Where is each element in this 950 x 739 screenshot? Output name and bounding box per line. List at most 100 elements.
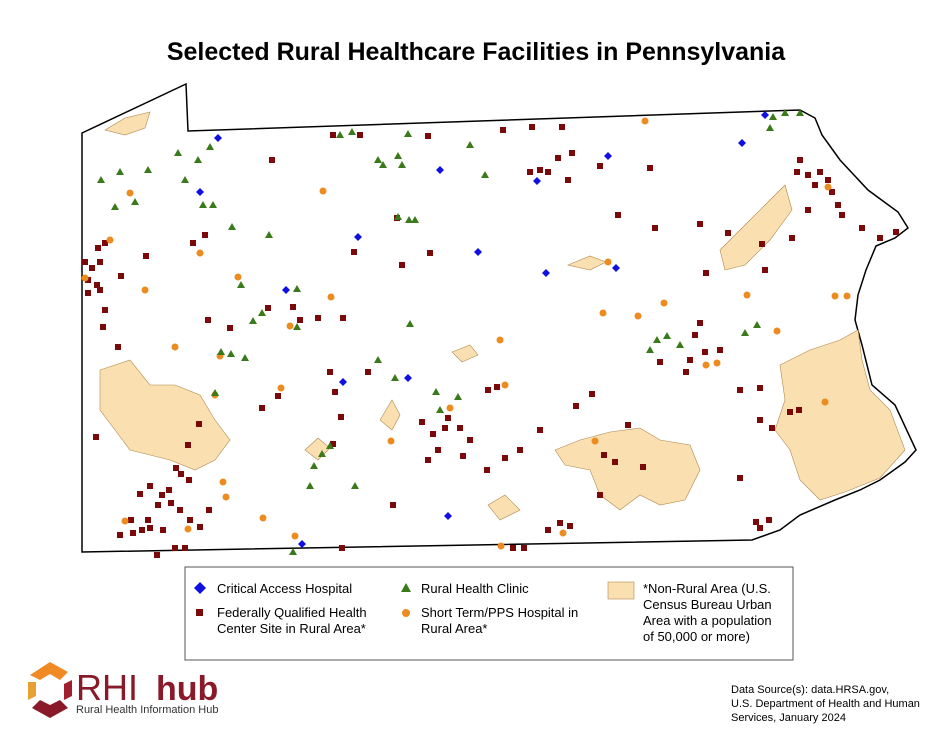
fqhc-marker (202, 232, 208, 238)
clinic-marker (405, 216, 413, 223)
fqhc-marker (517, 447, 523, 453)
fqhc-marker (357, 132, 363, 138)
legend-label: Rural Health Clinic (421, 581, 529, 596)
clinic-marker (676, 341, 684, 348)
legend-square (196, 609, 203, 616)
fqhc-marker (332, 389, 338, 395)
clinic-marker (481, 171, 489, 178)
fqhc-marker (85, 290, 91, 296)
fqhc-marker (839, 212, 845, 218)
fqhc-marker (365, 369, 371, 375)
fqhc-marker (737, 387, 743, 393)
fqhc-marker (510, 545, 516, 551)
fqhc-marker (789, 235, 795, 241)
fqhc-marker (565, 177, 571, 183)
hospital-marker (222, 493, 230, 501)
hospital-marker (446, 404, 454, 412)
fqhc-marker (182, 545, 188, 551)
clinic-marker (111, 203, 119, 210)
cah-marker (542, 269, 550, 277)
hospital-marker (501, 381, 509, 389)
clinic-marker (293, 285, 301, 292)
fqhc-marker (137, 491, 143, 497)
clinic-marker (97, 176, 105, 183)
clinic-marker (663, 332, 671, 339)
cah-marker (404, 374, 412, 382)
hospital-marker (126, 189, 134, 197)
clinic-marker (394, 152, 402, 159)
fqhc-marker (692, 332, 698, 338)
fqhc-marker (457, 425, 463, 431)
legend-label: Center Site in Rural Area* (217, 621, 366, 636)
hospital-marker (634, 312, 642, 320)
legend-label: Rural Area* (421, 621, 487, 636)
hospital-marker (196, 249, 204, 257)
fqhc-marker (502, 455, 508, 461)
fqhc-marker (147, 483, 153, 489)
clinic-marker (209, 201, 217, 208)
legend-label: Critical Access Hospital (217, 581, 352, 596)
clinic-marker (306, 482, 314, 489)
clinic-marker (293, 323, 301, 330)
fqhc-marker (100, 324, 106, 330)
fqhc-marker (297, 317, 303, 323)
hospital-marker (184, 525, 192, 533)
legend-label: Critical Access Hospital (217, 581, 352, 596)
clinic-marker (241, 354, 249, 361)
fqhc-marker (147, 525, 153, 531)
fqhc-marker (753, 519, 759, 525)
clinic-marker (653, 336, 661, 343)
fqhc-marker (859, 225, 865, 231)
clinic-marker (766, 124, 774, 131)
fqhc-marker (173, 465, 179, 471)
hospital-marker (106, 236, 114, 244)
hospital-marker (234, 273, 242, 281)
fqhc-marker (797, 157, 803, 163)
hospital-marker (599, 309, 607, 317)
fqhc-marker (143, 253, 149, 259)
clinic-marker (781, 109, 789, 116)
fqhc-marker (597, 163, 603, 169)
hospital-marker (496, 336, 504, 344)
fqhc-marker (757, 525, 763, 531)
fqhc-marker (460, 453, 466, 459)
fqhc-marker (118, 273, 124, 279)
fqhc-marker (484, 467, 490, 473)
fqhc-marker (737, 475, 743, 481)
cah-marker (354, 233, 362, 241)
fqhc-marker (467, 437, 473, 443)
fqhc-marker (93, 434, 99, 440)
legend-urban (607, 581, 635, 600)
fqhc-marker (537, 167, 543, 173)
fqhc-marker (315, 315, 321, 321)
fqhc-marker (168, 500, 174, 506)
fqhc-marker (196, 421, 202, 427)
fqhc-marker (145, 517, 151, 523)
clinic-marker (374, 356, 382, 363)
fqhc-marker (494, 384, 500, 390)
hospital-marker (291, 532, 299, 540)
cah-marker (761, 111, 769, 119)
fqhc-marker (419, 419, 425, 425)
fqhc-marker (615, 212, 621, 218)
clinic-marker (336, 131, 344, 138)
fqhc-marker (559, 124, 565, 130)
cah-marker (474, 248, 482, 256)
fqhc-marker (829, 189, 835, 195)
hospital-marker (604, 258, 612, 266)
fqhc-marker (330, 132, 336, 138)
fqhc-marker (529, 124, 535, 130)
clinic-marker (181, 176, 189, 183)
fqhc-marker (265, 305, 271, 311)
legend-label: Federally Qualified Health Center Site in… (217, 605, 367, 636)
fqhc-marker (537, 427, 543, 433)
hospital-marker (821, 398, 829, 406)
legend-label: Rural Health Clinic (421, 581, 529, 596)
hospital-marker (773, 327, 781, 335)
fqhc-marker (557, 520, 563, 526)
clinic-marker (411, 216, 419, 223)
fqhc-marker (766, 517, 772, 523)
fqhc-marker (445, 415, 451, 421)
fqhc-marker (130, 530, 136, 536)
fqhc-marker (160, 527, 166, 533)
